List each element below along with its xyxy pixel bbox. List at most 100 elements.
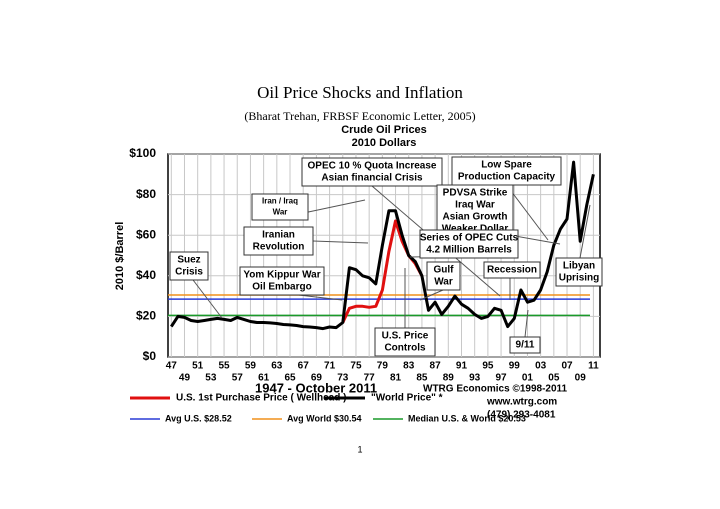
x-tick-label: 55 — [218, 361, 230, 372]
annotation-text: U.S. Price — [382, 331, 429, 342]
annotation-text: OPEC 10 % Quota Increase — [308, 161, 437, 172]
page-subtitle: (Bharat Trehan, FRBSF Economic Letter, 2… — [244, 109, 475, 123]
x-tick-label: 09 — [575, 373, 587, 384]
annotation-text: Controls — [384, 343, 426, 354]
x-tick-label: 57 — [232, 373, 244, 384]
annotation-text: Gulf — [434, 265, 455, 276]
x-tick-label: 87 — [430, 361, 442, 372]
annotation-text: Uprising — [559, 273, 600, 284]
annotation-box — [555, 257, 603, 287]
x-tick-label: 83 — [403, 361, 415, 372]
annotation-text: War — [434, 277, 453, 288]
legend-label: Avg World $30.54 — [287, 413, 362, 423]
annotation-arrow — [579, 204, 591, 259]
legend-label: Median U.S. & World $20.53 — [408, 413, 526, 423]
annotation-box — [426, 261, 461, 291]
page-title: Oil Price Shocks and Inflation — [257, 83, 463, 102]
x-tick-label: 97 — [496, 373, 508, 384]
annotation-text: Series of OPEC Cuts — [420, 233, 519, 244]
phone: (479) 293-4081 — [487, 410, 556, 421]
y-tick-label: $80 — [136, 187, 156, 201]
annotation-box — [436, 184, 514, 238]
x-tick-label: 65 — [284, 373, 296, 384]
annotation-text: 4.2 Million Barrels — [426, 245, 512, 256]
annotation-box — [169, 251, 209, 281]
y-tick-label: $100 — [129, 146, 156, 160]
annotation-text: Libyan — [563, 261, 595, 272]
annotation-box — [374, 327, 436, 357]
annotation-box — [239, 266, 325, 296]
annotation-text: Iran / Iraq — [262, 197, 298, 206]
annotation-arrow — [419, 289, 444, 301]
x-tick-label: 59 — [245, 361, 257, 372]
annotation-text: Yom Kippur War — [243, 270, 320, 281]
x-tick-label: 69 — [311, 373, 323, 384]
x-tick-label: 05 — [548, 373, 560, 384]
annotation-box — [509, 336, 541, 354]
x-tick-label: 75 — [350, 361, 362, 372]
legend-label: "World Price" * — [371, 393, 443, 404]
x-tick-label: 91 — [456, 361, 468, 372]
chart-title: Crude Oil Prices — [341, 124, 427, 136]
annotation-text: Weaker Dollar — [442, 224, 509, 235]
annotation-arrow — [312, 240, 369, 244]
annotation-box — [419, 229, 519, 259]
annotation-text: Revolution — [253, 242, 305, 253]
page-number: 1 — [357, 444, 362, 454]
annotation-text: Iranian — [262, 230, 295, 241]
annotation-arrow — [524, 309, 529, 338]
x-tick-label: 99 — [509, 361, 521, 372]
x-tick-label: 61 — [258, 373, 270, 384]
annotation-box — [251, 193, 309, 221]
x-tick-label: 03 — [535, 361, 547, 372]
y-tick-label: $0 — [143, 349, 157, 363]
x-tick-label: 81 — [390, 373, 402, 384]
chart-subtitle: 2010 Dollars — [352, 137, 417, 149]
annotation-text: Oil Embargo — [252, 282, 311, 293]
x-tick-label: 95 — [482, 361, 494, 372]
annotation-text: 9/11 — [516, 340, 535, 351]
legend-label: U.S. 1st Purchase Price ( Wellhead ) — [176, 393, 346, 404]
annotation-text: Iraq War — [455, 200, 495, 211]
x-tick-label: 47 — [166, 361, 178, 372]
y-tick-label: $60 — [136, 227, 156, 241]
legend-label: Avg U.S. $28.52 — [165, 413, 232, 423]
x-tick-label: 11 — [588, 361, 599, 372]
period: 1947 - October 2011 — [255, 380, 377, 395]
annotation-text: Recession — [487, 265, 537, 276]
x-tick-label: 63 — [271, 361, 283, 372]
annotation-box — [243, 226, 314, 256]
annotation-text: Asian financial Crisis — [321, 173, 423, 184]
annotation-arrow — [189, 275, 223, 319]
x-tick-label: 85 — [416, 373, 428, 384]
annotation-box — [483, 261, 541, 279]
x-tick-label: 51 — [192, 361, 204, 372]
credit: WTRG Economics ©1998-2011 — [423, 384, 568, 395]
series-line — [170, 160, 595, 331]
y-tick-label: $20 — [136, 309, 156, 323]
annotation-box — [301, 157, 443, 187]
x-tick-label: 53 — [205, 373, 217, 384]
x-tick-label: 77 — [364, 373, 376, 384]
x-tick-label: 73 — [337, 373, 349, 384]
x-tick-label: 79 — [377, 361, 389, 372]
annotation-text: War — [273, 208, 288, 217]
annotation-box — [451, 156, 562, 186]
annotation-text: PDVSA Strike — [443, 188, 508, 199]
annotation-text: Crisis — [175, 267, 203, 278]
y-tick-label: $40 — [136, 268, 156, 282]
x-tick-label: 49 — [179, 373, 191, 384]
annotation-text: Low Spare — [481, 160, 532, 171]
annotation-text: Suez — [177, 255, 200, 266]
x-tick-label: 89 — [443, 373, 455, 384]
x-tick-label: 01 — [522, 373, 534, 384]
x-tick-label: 07 — [561, 361, 573, 372]
x-tick-label: 67 — [298, 361, 310, 372]
annotation-text: Production Capacity — [458, 172, 556, 183]
x-tick-label: 71 — [324, 361, 336, 372]
x-tick-label: 93 — [469, 373, 481, 384]
y-axis-label: 2010 $/Barrel — [114, 222, 126, 291]
website: www.wtrg.com — [486, 397, 557, 408]
annotation-text: Asian Growth — [442, 212, 507, 223]
